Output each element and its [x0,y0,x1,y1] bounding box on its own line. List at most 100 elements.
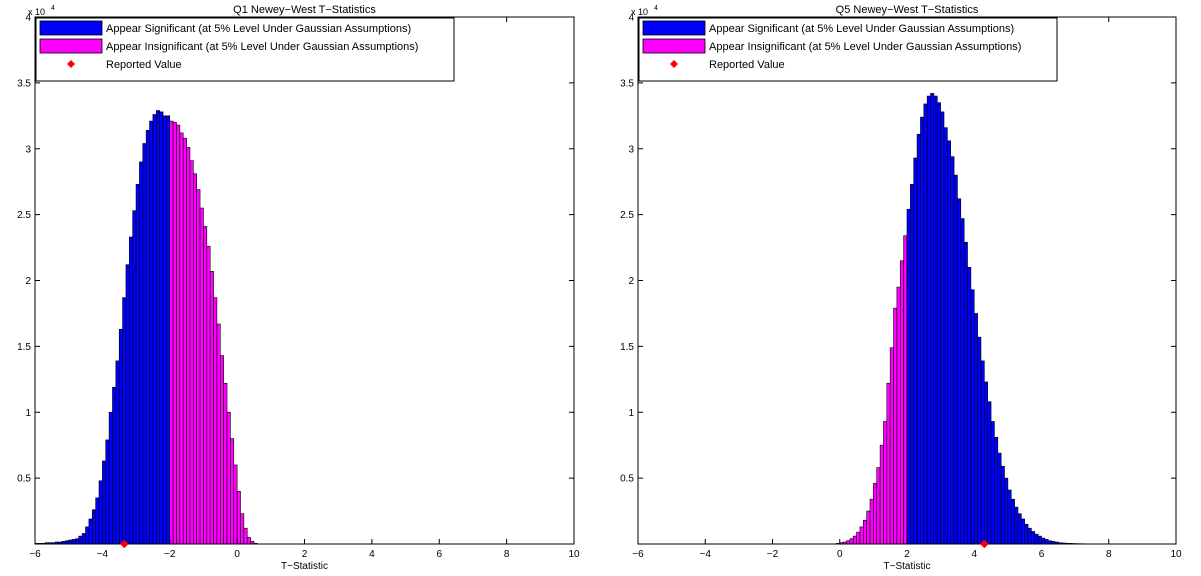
histogram-bar [118,328,123,545]
histogram-bar [219,355,224,545]
histogram-bar [869,498,874,545]
histogram-bar [216,323,221,545]
histogram-bar [149,120,154,545]
histogram-bar [68,539,73,545]
histogram-bar [899,260,904,545]
histogram-bar [125,264,130,545]
histogram-bar [963,241,968,545]
histogram-bar [1024,523,1029,545]
histogram-bar [1010,498,1015,545]
histogram-bar [1004,477,1009,545]
histogram-bar [145,130,150,545]
histogram-bar [230,438,235,545]
histogram-bar [987,401,992,545]
histogram-bar [246,537,251,545]
histogram-bar [199,207,204,545]
y-multiplier-label: x 10 [631,7,648,17]
histogram-bar [1031,531,1036,545]
histogram-bar [142,143,147,545]
reported-value-marker [119,539,129,549]
chart-panel-2: −6 −4 −2 0 2 4 6 8 100.511.522.533.54x 10 4 Q5 New… [620,4,1182,572]
histogram-bar [1021,518,1025,545]
histogram-bar [1007,489,1012,545]
x-tick-label: 2 [904,549,910,560]
histogram-bar [906,209,911,545]
histogram-bar [213,297,218,545]
histogram-bar [879,444,884,545]
histogram-bar [896,286,901,545]
histogram-bar [977,336,982,545]
legend-swatch [642,38,706,54]
y-tick-label: 2.5 [17,210,31,221]
legend-box [638,17,1058,82]
histogram-bar [206,245,211,545]
x-tick-label: 0 [837,549,843,560]
x-axis-label: T−Statistic [884,561,931,572]
histogram-bar [81,533,86,545]
legend-box [35,17,455,82]
histogram-bar [1037,535,1042,545]
legend-label: Appear Insignificant (at 5% Level Under … [709,41,1021,53]
histogram-bar [108,411,113,545]
histogram-bar [990,421,995,545]
histogram-bar [973,313,978,545]
histogram-bar [873,483,878,545]
histogram-bar [893,307,898,545]
histogram-bar [970,289,975,545]
histogram-bar [193,173,198,545]
histogram-bar [980,360,985,545]
legend-swatch [642,20,706,36]
y-tick-label: 3 [628,144,634,155]
legend-label: Appear Significant (at 5% Level Under Ga… [106,23,411,35]
y-multiplier-exponent: 4 [51,5,55,12]
histogram-bar [889,347,894,545]
histogram-bar [155,110,160,545]
histogram-bar [916,133,921,545]
x-tick-label: −4 [97,549,109,560]
histogram-bar [102,460,107,545]
y-multiplier-exponent: 4 [654,5,658,12]
histogram-bar [994,436,999,545]
histogram-bar [926,95,931,545]
legend-swatch [39,20,103,36]
y-tick-label: 3.5 [17,78,31,89]
x-tick-label: −2 [164,549,176,560]
histogram-bar [152,114,157,545]
x-tick-label: 6 [1039,549,1045,560]
histogram-bar [115,360,120,545]
histogram-bar [933,95,938,545]
histogram-bar [866,510,871,545]
histogram-bar [91,509,96,545]
legend-marker [670,60,678,68]
x-tick-label: 10 [568,549,580,560]
legend-swatch [39,38,103,54]
histogram-bar [930,93,935,545]
histogram-bar [920,116,925,545]
x-tick-label: 8 [504,549,510,560]
histogram-bar [913,157,918,545]
histogram-bar [950,156,955,545]
legend: Appear Significant (at 5% Level Under Ga… [35,17,455,82]
x-tick-label: −6 [29,549,41,560]
histogram-bar [1017,513,1022,545]
histogram-bar [132,210,137,545]
x-tick-label: 10 [1170,549,1182,560]
histogram-bar [852,535,857,545]
histogram-bar [957,198,962,545]
x-tick-label: −4 [700,549,712,560]
histogram-bar [883,421,888,545]
histogram-bar [139,161,144,545]
y-tick-label: 1.5 [17,342,31,353]
histogram-bar [166,115,171,545]
legend-label: Reported Value [106,59,182,71]
histogram-bar [1014,506,1019,545]
histogram-bar [233,464,238,545]
y-tick-label: 3 [25,144,31,155]
y-tick-label: 1 [25,408,31,419]
y-tick-label: 4 [628,13,634,24]
histogram-bar [189,160,194,545]
histogram-bar [88,518,93,545]
legend-label: Appear Significant (at 5% Level Under Ga… [709,23,1014,35]
histogram-bar [71,539,76,545]
